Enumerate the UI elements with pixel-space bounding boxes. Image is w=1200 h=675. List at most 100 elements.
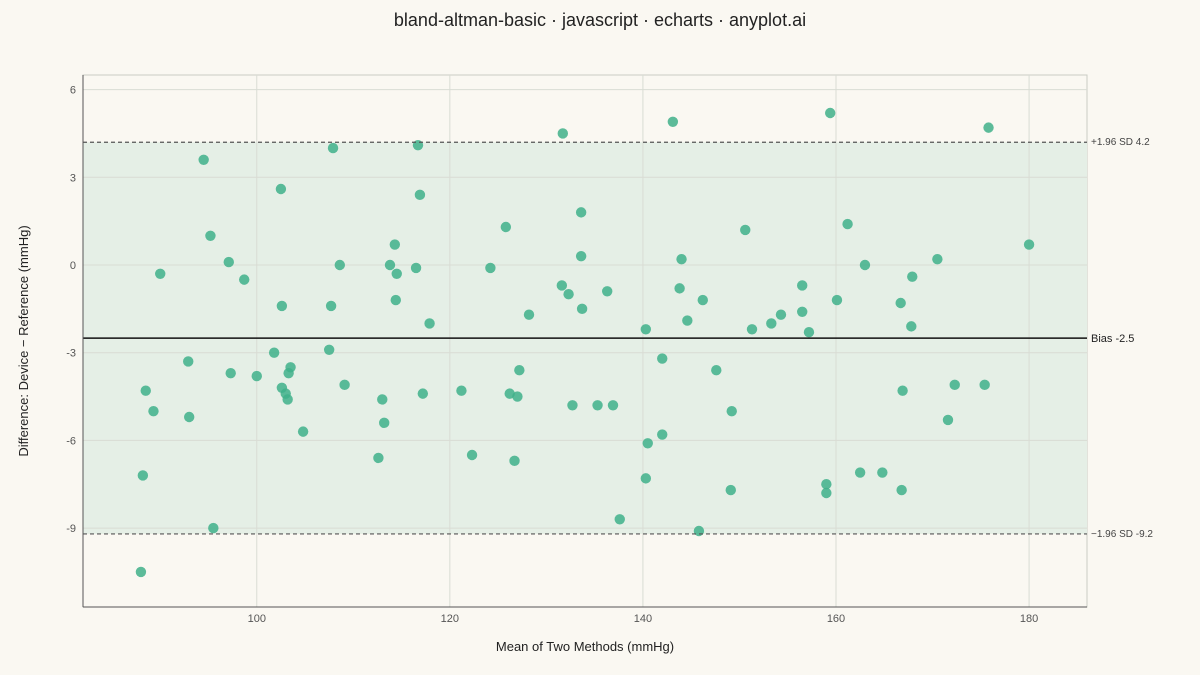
data-point	[390, 294, 401, 306]
data-point	[377, 394, 388, 405]
data-point	[556, 280, 568, 291]
data-point	[323, 344, 335, 355]
data-point	[208, 522, 219, 534]
data-point	[410, 262, 422, 274]
x-tick-label: 180	[1020, 613, 1038, 625]
data-point	[575, 207, 587, 218]
y-tick-label: 6	[70, 85, 76, 97]
data-point	[607, 400, 619, 411]
data-point	[276, 300, 288, 312]
data-point	[825, 107, 836, 119]
data-point	[456, 385, 467, 396]
data-point	[223, 256, 234, 268]
data-point	[509, 455, 520, 467]
data-point	[602, 286, 613, 297]
data-point	[740, 224, 751, 236]
data-point	[983, 122, 994, 133]
y-tick-label: -9	[66, 523, 76, 535]
x-axis-label: Mean of Two Methods (mmHg)	[496, 639, 674, 654]
data-point	[140, 385, 151, 396]
data-point	[726, 405, 737, 417]
data-point	[563, 289, 574, 300]
data-point	[859, 259, 871, 271]
data-point	[932, 253, 943, 265]
data-point	[895, 297, 906, 309]
data-point	[334, 259, 345, 271]
data-point	[942, 414, 954, 426]
data-point	[979, 379, 990, 391]
data-point	[135, 566, 147, 578]
data-point	[657, 429, 668, 440]
chart-title: bland-altman-basic · javascript · echart…	[393, 10, 807, 30]
data-point	[640, 473, 652, 484]
data-point	[466, 449, 478, 461]
x-tick-label: 140	[634, 613, 652, 625]
data-point	[327, 142, 339, 154]
data-point	[514, 365, 525, 376]
x-tick-labels: 100 120 140 160 180	[248, 613, 1039, 625]
data-point	[297, 426, 309, 437]
data-point	[576, 303, 588, 315]
data-point	[424, 318, 435, 329]
data-point	[640, 324, 652, 335]
data-point	[500, 221, 512, 233]
data-point	[512, 391, 523, 402]
data-point	[251, 370, 262, 382]
y-tick-label: -6	[66, 435, 76, 447]
data-point	[897, 385, 908, 396]
data-point	[275, 183, 287, 195]
y-tick-label: 3	[70, 172, 76, 184]
data-point	[339, 379, 350, 391]
data-point	[657, 353, 668, 364]
data-point	[417, 388, 429, 399]
data-point	[155, 268, 166, 279]
data-point	[557, 128, 568, 139]
data-point	[674, 283, 685, 294]
data-point	[693, 525, 705, 537]
y-tick-label: 0	[70, 260, 76, 272]
data-point	[877, 467, 888, 478]
data-point	[183, 411, 195, 423]
x-tick-label: 160	[827, 613, 845, 625]
data-point	[325, 300, 337, 312]
data-point	[949, 379, 960, 391]
bias-label: Bias -2.5	[1091, 333, 1134, 345]
data-point	[285, 362, 296, 373]
data-point	[225, 367, 236, 379]
upper-loa-label: +1.96 SD 4.2	[1091, 137, 1150, 148]
data-point	[821, 479, 832, 490]
data-point	[854, 467, 866, 478]
x-tick-label: 100	[248, 613, 266, 625]
data-point	[412, 139, 424, 151]
data-point	[906, 321, 917, 332]
data-point	[775, 309, 787, 320]
data-point	[746, 324, 758, 335]
data-point	[831, 294, 843, 306]
data-point	[384, 259, 396, 271]
lower-loa-label: −1.96 SD -9.2	[1091, 529, 1153, 540]
data-point	[575, 251, 587, 262]
data-point	[148, 405, 159, 417]
data-point	[137, 470, 149, 481]
data-point	[766, 318, 777, 329]
data-point	[198, 154, 209, 165]
data-point	[614, 514, 625, 525]
data-point	[642, 438, 653, 449]
data-point	[389, 239, 401, 250]
data-point	[676, 253, 687, 265]
data-point	[414, 189, 426, 201]
x-tick-label: 120	[441, 613, 459, 625]
data-point	[667, 116, 679, 127]
data-point	[183, 356, 194, 367]
data-point	[379, 417, 390, 429]
data-point	[725, 484, 736, 496]
data-point	[592, 400, 603, 411]
data-point	[373, 452, 384, 464]
data-point	[896, 484, 907, 496]
data-point	[239, 274, 250, 285]
data-point	[523, 309, 535, 320]
data-point	[268, 347, 280, 358]
data-point	[1023, 239, 1035, 250]
data-point	[797, 306, 808, 317]
data-point	[842, 218, 853, 230]
